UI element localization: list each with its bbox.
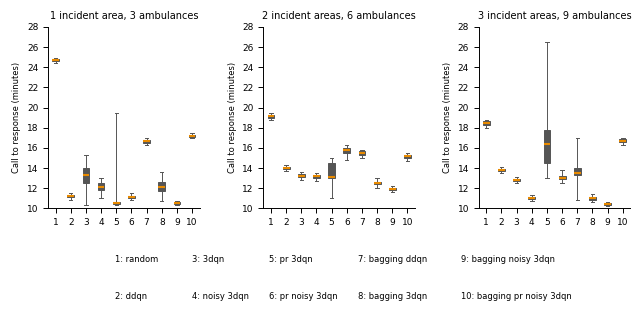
Text: 10: bagging pr noisy 3dqn: 10: bagging pr noisy 3dqn [461,292,572,301]
PathPatch shape [283,167,289,169]
PathPatch shape [98,183,104,190]
Text: 1: random: 1: random [115,255,159,264]
PathPatch shape [498,169,505,170]
PathPatch shape [358,151,365,155]
PathPatch shape [52,58,59,61]
PathPatch shape [158,182,165,191]
PathPatch shape [344,148,350,153]
PathPatch shape [67,195,74,197]
PathPatch shape [374,182,381,184]
Text: 8: bagging 3dqn: 8: bagging 3dqn [358,292,428,301]
PathPatch shape [483,121,490,125]
PathPatch shape [620,139,626,142]
PathPatch shape [574,168,580,175]
PathPatch shape [604,203,611,205]
Y-axis label: Call to response (minutes): Call to response (minutes) [443,62,452,173]
PathPatch shape [589,197,596,200]
Y-axis label: Call to response (minutes): Call to response (minutes) [228,62,237,173]
PathPatch shape [513,179,520,181]
Title: 2 incident areas, 6 ambulances: 2 incident areas, 6 ambulances [262,10,416,20]
PathPatch shape [268,115,275,118]
PathPatch shape [389,187,396,190]
Text: 3: 3dqn: 3: 3dqn [192,255,224,264]
PathPatch shape [298,174,305,177]
Title: 1 incident area, 3 ambulances: 1 incident area, 3 ambulances [49,10,198,20]
Y-axis label: Call to response (minutes): Call to response (minutes) [12,62,21,173]
Text: 6: pr noisy 3dqn: 6: pr noisy 3dqn [269,292,337,301]
PathPatch shape [128,196,135,198]
PathPatch shape [189,135,195,137]
Text: 7: bagging ddqn: 7: bagging ddqn [358,255,428,264]
Text: 2: ddqn: 2: ddqn [115,292,147,301]
PathPatch shape [328,163,335,178]
Text: 5: pr 3dqn: 5: pr 3dqn [269,255,312,264]
PathPatch shape [529,197,535,199]
PathPatch shape [113,202,120,204]
PathPatch shape [404,155,411,158]
PathPatch shape [143,140,150,143]
Title: 3 incident areas, 9 ambulances: 3 incident areas, 9 ambulances [477,10,632,20]
PathPatch shape [173,202,180,204]
Text: 4: noisy 3dqn: 4: noisy 3dqn [192,292,249,301]
PathPatch shape [83,168,90,183]
Text: 9: bagging noisy 3dqn: 9: bagging noisy 3dqn [461,255,555,264]
PathPatch shape [543,130,550,163]
PathPatch shape [559,176,566,179]
PathPatch shape [313,175,320,177]
